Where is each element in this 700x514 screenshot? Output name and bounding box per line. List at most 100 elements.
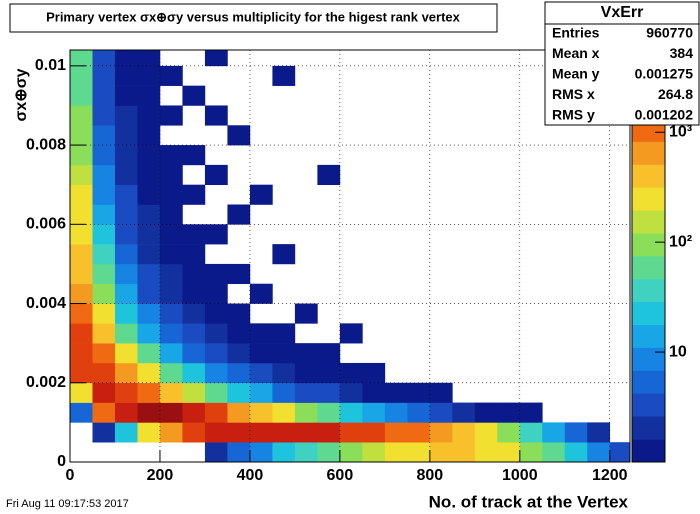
stats-label: RMS x xyxy=(552,86,595,102)
heat-cell xyxy=(227,442,251,462)
heat-cell xyxy=(564,442,588,462)
heat-cell xyxy=(294,382,318,403)
heat-cell xyxy=(70,382,93,403)
heat-cell xyxy=(182,244,206,265)
heat-cell xyxy=(204,343,228,364)
x-tick-label: 800 xyxy=(416,467,443,484)
chart-title: Primary vertex σx⊕σy versus multiplicity… xyxy=(46,9,461,24)
heat-cell xyxy=(137,283,161,304)
colorbar-band xyxy=(632,141,665,165)
heat-cell xyxy=(452,422,476,443)
heat-cell xyxy=(272,244,296,265)
heat-cell xyxy=(474,442,498,462)
heat-cell xyxy=(362,442,386,462)
heat-cell xyxy=(92,50,116,67)
z-tick-label: 10³ xyxy=(669,123,692,140)
heat-cell xyxy=(452,402,476,423)
x-tick-label: 600 xyxy=(327,467,354,484)
heat-cell xyxy=(272,323,296,344)
heat-cell xyxy=(474,422,498,443)
heat-cell xyxy=(384,422,408,443)
heat-cell xyxy=(70,164,93,185)
heat-cell xyxy=(519,422,543,443)
heat-cell xyxy=(137,382,161,403)
colorbar-band xyxy=(632,347,665,371)
heat-cell xyxy=(114,244,138,265)
heat-cell xyxy=(70,283,93,304)
heat-cell xyxy=(92,164,116,185)
stats-value: 0.001202 xyxy=(635,107,694,123)
heat-cell xyxy=(92,105,116,126)
stats-value: 264.8 xyxy=(658,86,693,102)
heat-cell xyxy=(204,362,228,384)
stats-value: 384 xyxy=(670,45,694,61)
heat-cell xyxy=(362,362,386,384)
heat-cell xyxy=(182,283,206,304)
heat-cell xyxy=(249,343,273,364)
heat-cell xyxy=(70,362,93,384)
heat-cell xyxy=(227,402,251,423)
heat-cell xyxy=(407,402,431,423)
z-tick-label: 10² xyxy=(669,233,692,250)
heat-cell xyxy=(92,402,116,423)
heat-cell xyxy=(249,382,273,403)
heat-cell xyxy=(137,204,161,225)
heat-cell xyxy=(137,105,161,126)
stats-value: 0.001275 xyxy=(635,66,694,82)
heat-cell xyxy=(114,164,138,185)
heat-cell xyxy=(272,65,296,86)
heat-cell xyxy=(114,303,138,324)
heat-cell xyxy=(182,224,206,245)
heat-cell xyxy=(182,184,206,205)
heat-cell xyxy=(429,442,453,462)
heat-cell xyxy=(137,402,161,423)
heat-cell xyxy=(249,402,273,423)
heat-cell xyxy=(249,283,273,304)
heat-cell xyxy=(227,303,251,324)
stats-label: RMS y xyxy=(552,107,595,123)
heat-cell xyxy=(92,343,116,364)
heat-cell xyxy=(114,65,138,86)
heat-cell xyxy=(114,145,138,166)
heat-cell xyxy=(407,442,431,462)
heat-cell xyxy=(114,402,138,423)
heat-cell xyxy=(159,263,183,285)
heat-cell xyxy=(227,382,251,403)
stats-label: Entries xyxy=(552,25,600,41)
heat-cell xyxy=(114,50,138,67)
heat-cell xyxy=(249,323,273,344)
heat-cell xyxy=(114,422,138,443)
heat-cell xyxy=(317,382,341,403)
heat-cell xyxy=(182,382,206,403)
heat-cell xyxy=(92,184,116,205)
heat-cell xyxy=(249,184,273,205)
heat-cell xyxy=(182,362,206,384)
heat-cell xyxy=(137,362,161,384)
heat-cell xyxy=(70,85,93,106)
heat-cell xyxy=(497,422,521,443)
heat-cell xyxy=(92,85,116,106)
timestamp: Fri Aug 11 09:17:53 2017 xyxy=(6,498,129,510)
heat-cell xyxy=(204,303,228,324)
heat-cell xyxy=(70,125,93,146)
heat-cell xyxy=(92,244,116,265)
colorbar-band xyxy=(632,416,665,440)
stats-label: Mean x xyxy=(552,45,600,61)
stats-value: 960770 xyxy=(646,25,693,41)
heat-cell xyxy=(70,105,93,126)
colorbar-band xyxy=(632,210,665,234)
x-tick-label: 400 xyxy=(237,467,264,484)
heat-cell xyxy=(587,422,611,443)
heat-cell xyxy=(317,422,341,443)
heat-cell xyxy=(137,303,161,324)
heat-cell xyxy=(294,442,318,462)
heat-cell xyxy=(452,442,476,462)
heat-cell xyxy=(204,263,228,285)
heat-cell xyxy=(70,402,93,423)
heat-cell xyxy=(137,145,161,166)
heat-cell xyxy=(429,402,453,423)
heat-cell xyxy=(317,164,341,185)
heat-cell xyxy=(137,85,161,106)
heat-cell xyxy=(92,224,116,245)
